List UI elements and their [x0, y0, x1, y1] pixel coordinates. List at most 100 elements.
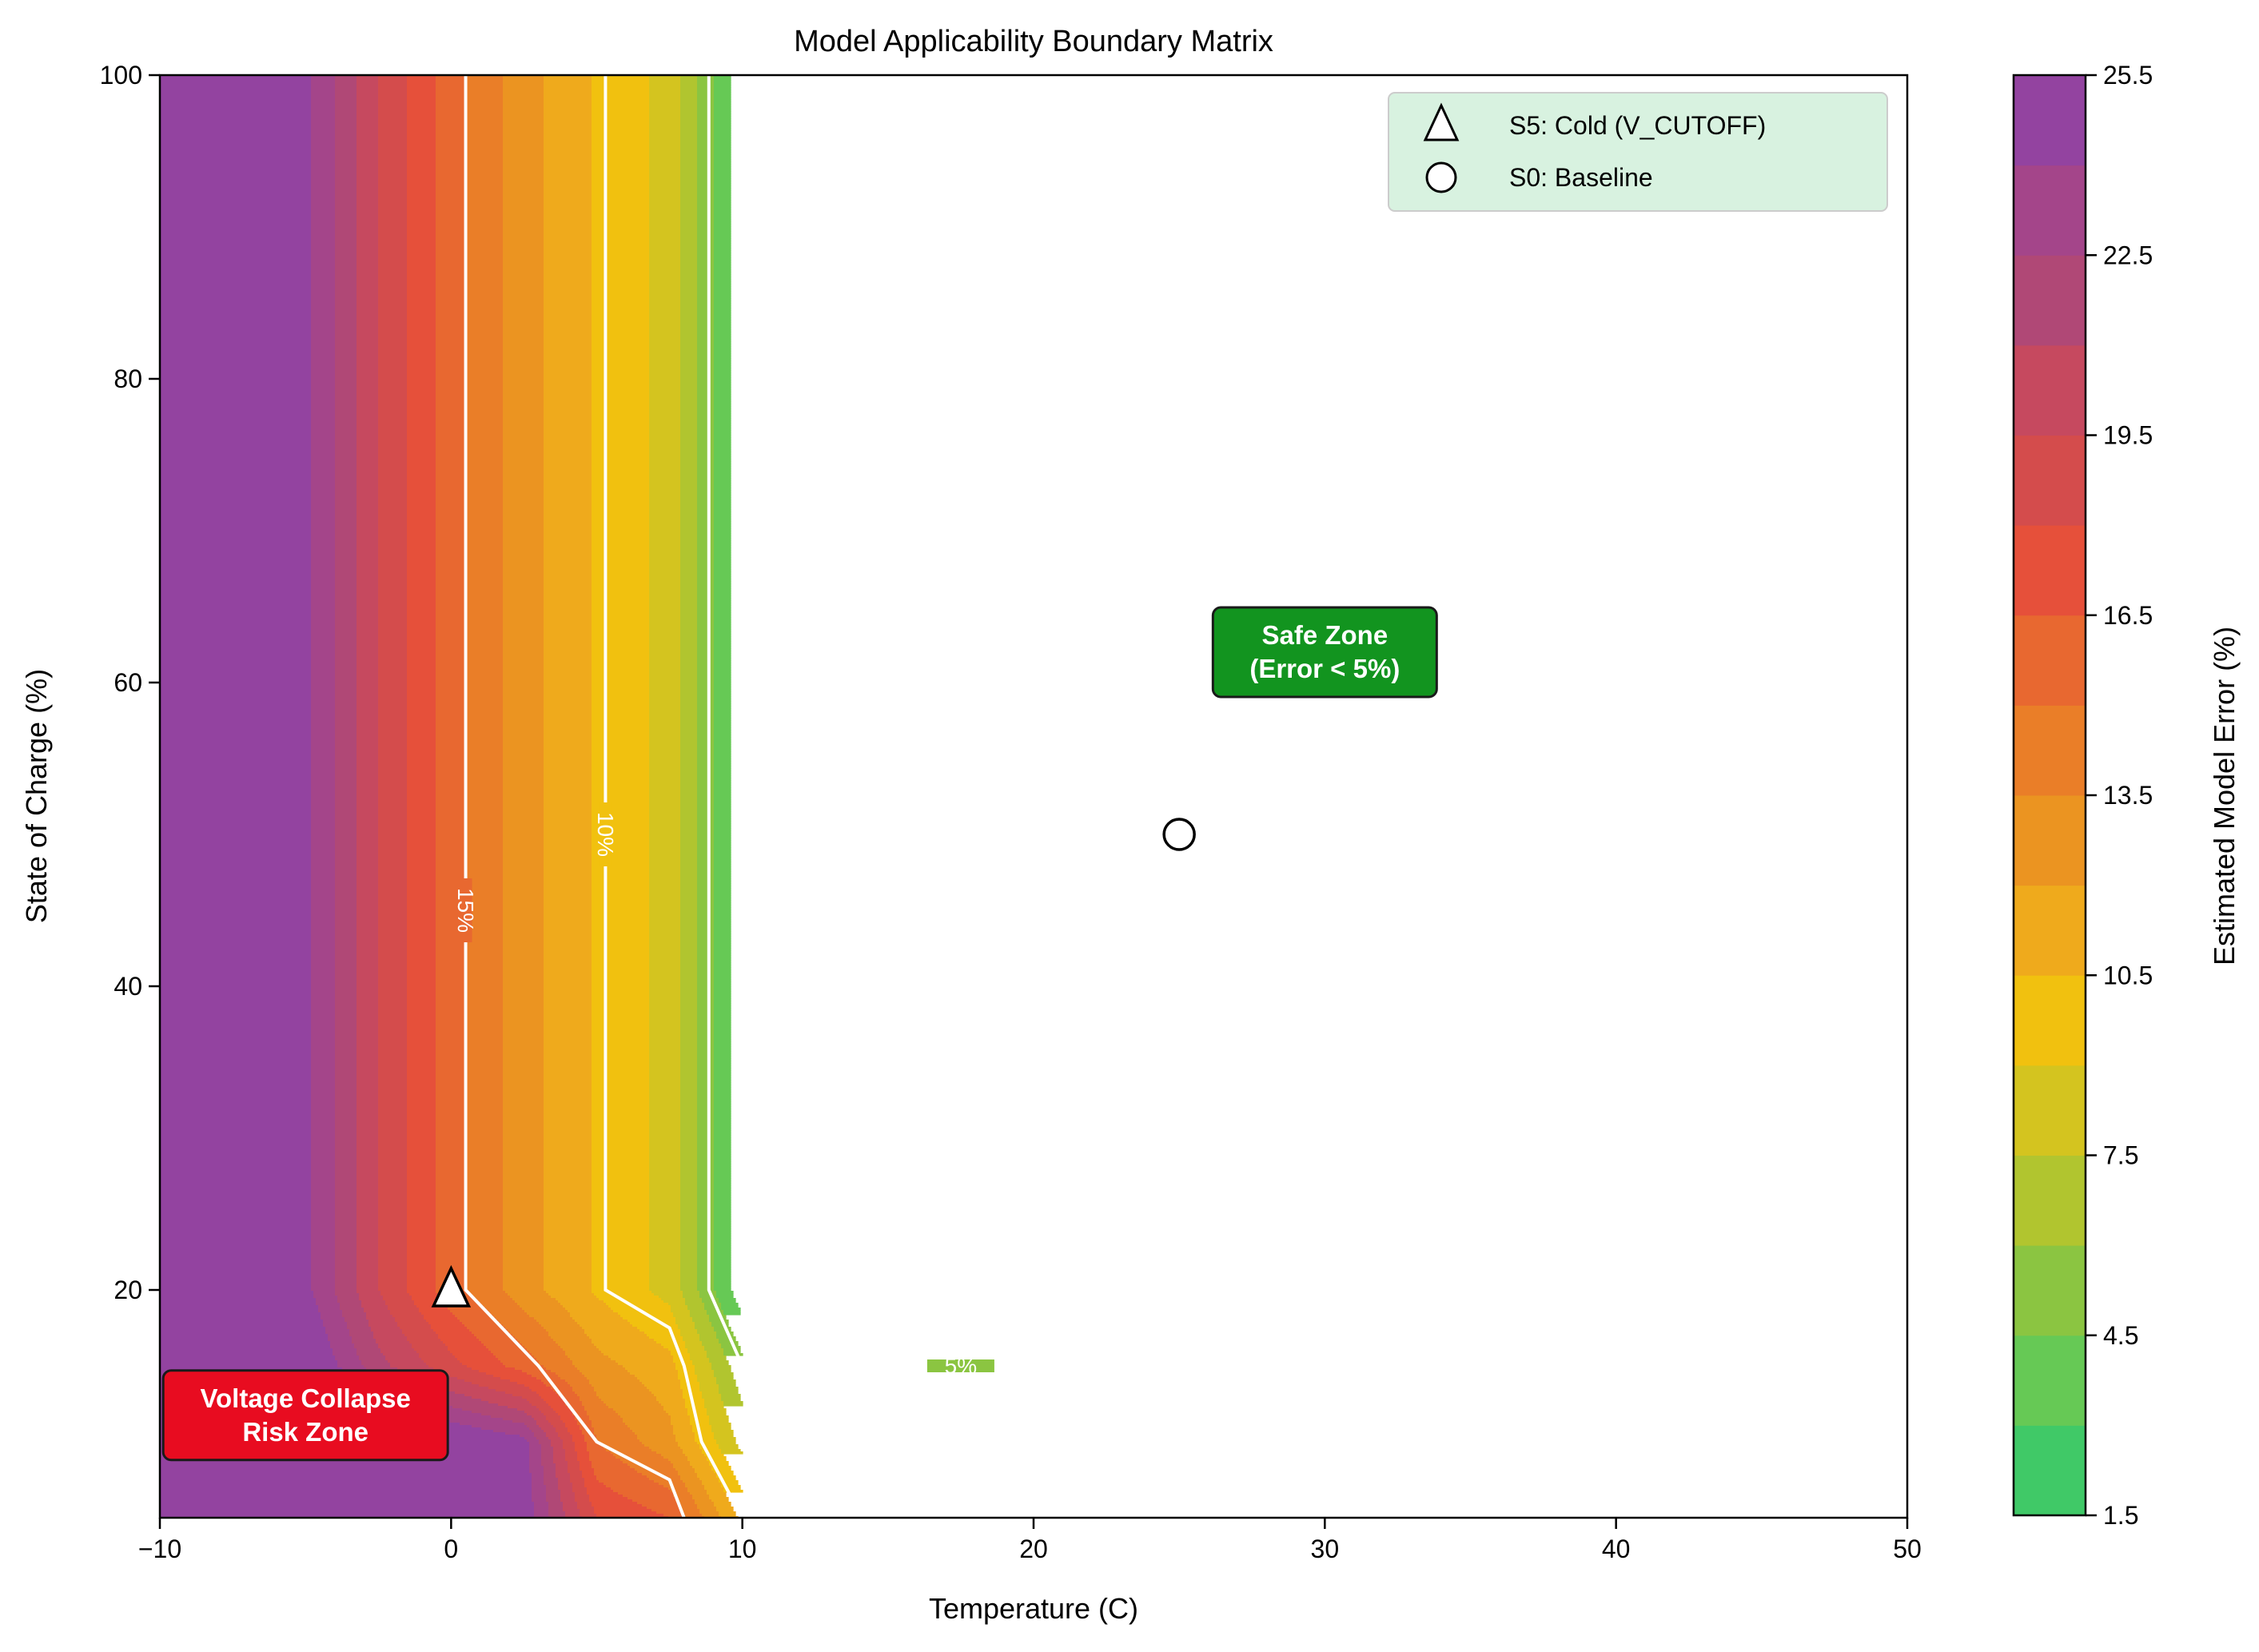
- contour-fill-segment: [436, 284, 468, 287]
- contour-fill-segment: [160, 404, 312, 407]
- contour-fill-segment: [544, 579, 592, 582]
- contour-fill-segment: [697, 526, 715, 529]
- contour-fill-segment: [160, 545, 312, 548]
- contour-fill-segment: [160, 557, 312, 560]
- contour-fill-segment: [311, 104, 336, 107]
- contour-fill-segment: [503, 500, 544, 503]
- contour-fill-segment: [335, 348, 357, 352]
- contour-fill-segment: [407, 305, 436, 309]
- contour-fill-segment: [160, 272, 312, 275]
- contour-fill-segment: [544, 154, 592, 157]
- contour-fill-segment: [378, 384, 408, 388]
- contour-fill-segment: [436, 351, 468, 354]
- contour-fill-segment: [335, 480, 357, 484]
- contour-fill-segment: [680, 233, 698, 237]
- contour-fill-segment: [592, 509, 650, 512]
- contour-fill-segment: [436, 348, 468, 352]
- contour-fill-segment: [592, 420, 650, 424]
- contour-fill-segment: [311, 492, 336, 496]
- contour-fill-segment: [697, 456, 715, 460]
- contour-fill-segment: [311, 181, 336, 184]
- contour-fill-segment: [680, 159, 698, 162]
- contour-fill-segment: [680, 221, 698, 225]
- contour-fill-segment: [503, 245, 544, 249]
- contour-fill-segment: [714, 281, 731, 285]
- contour-fill-segment: [714, 154, 731, 157]
- contour-fill-segment: [680, 128, 698, 131]
- contour-fill-segment: [697, 533, 715, 536]
- contour-fill-segment: [160, 428, 312, 431]
- contour-fill-segment: [407, 559, 436, 563]
- contour-fill-segment: [592, 416, 650, 419]
- contour-fill-segment: [649, 152, 681, 155]
- contour-fill-segment: [311, 111, 336, 114]
- contour-fill-segment: [503, 464, 544, 467]
- contour-fill-segment: [407, 145, 436, 148]
- contour-fill-segment: [436, 257, 468, 261]
- contour-fill-segment: [407, 241, 436, 244]
- contour-fill-segment: [335, 329, 357, 332]
- contour-fill-segment: [436, 545, 468, 548]
- contour-fill-segment: [649, 245, 681, 249]
- contour-fill-segment: [407, 301, 436, 304]
- contour-fill-segment: [436, 442, 468, 445]
- contour-fill-segment: [436, 152, 468, 155]
- contour-fill-segment: [714, 113, 731, 117]
- contour-fill-segment: [697, 466, 715, 469]
- contour-fill-segment: [714, 358, 731, 361]
- contour-fill-segment: [407, 423, 436, 426]
- contour-fill-segment: [378, 531, 408, 534]
- contour-fill-segment: [311, 497, 336, 500]
- contour-fill-segment: [714, 452, 731, 455]
- contour-fill-segment: [697, 440, 715, 443]
- contour-fill-segment: [592, 581, 650, 584]
- contour-fill-segment: [467, 118, 504, 121]
- contour-fill-segment: [407, 116, 436, 119]
- contour-fill-segment: [160, 80, 312, 83]
- contour-fill-segment: [714, 121, 731, 124]
- contour-fill-segment: [649, 130, 681, 133]
- contour-fill-segment: [544, 380, 592, 383]
- contour-fill-segment: [357, 557, 379, 560]
- contour-fill-segment: [407, 265, 436, 268]
- contour-fill-segment: [503, 360, 544, 364]
- contour-fill-segment: [160, 113, 312, 117]
- contour-fill-segment: [335, 583, 357, 587]
- contour-fill-segment: [649, 353, 681, 356]
- contour-fill-segment: [311, 564, 336, 567]
- contour-fill-segment: [357, 243, 379, 246]
- contour-fill-segment: [407, 571, 436, 575]
- contour-fill-segment: [544, 552, 592, 555]
- contour-fill-segment: [311, 545, 336, 548]
- contour-fill-segment: [160, 507, 312, 510]
- contour-fill-segment: [407, 449, 436, 452]
- contour-fill-segment: [544, 404, 592, 407]
- contour-fill-segment: [544, 293, 592, 297]
- contour-fill-segment: [697, 217, 715, 220]
- contour-fill-segment: [335, 360, 357, 364]
- contour-fill-segment: [467, 229, 504, 232]
- contour-fill-segment: [378, 113, 408, 117]
- contour-fill-segment: [467, 341, 504, 344]
- contour-fill-segment: [680, 576, 698, 579]
- contour-fill-segment: [436, 173, 468, 177]
- contour-fill-segment: [407, 272, 436, 275]
- contour-fill-segment: [544, 504, 592, 508]
- contour-fill-segment: [592, 80, 650, 83]
- contour-fill-segment: [407, 312, 436, 316]
- contour-fill-segment: [436, 384, 468, 388]
- contour-fill-segment: [714, 372, 731, 376]
- contour-fill-segment: [592, 284, 650, 287]
- contour-fill-segment: [592, 358, 650, 361]
- contour-fill-segment: [714, 75, 731, 78]
- contour-fill-segment: [378, 358, 408, 361]
- contour-fill-segment: [714, 480, 731, 484]
- contour-fill-segment: [680, 351, 698, 354]
- contour-fill-segment: [160, 106, 312, 109]
- contour-fill-segment: [378, 399, 408, 402]
- contour-fill-segment: [311, 516, 336, 519]
- contour-fill-segment: [544, 437, 592, 440]
- contour-fill-segment: [436, 334, 468, 337]
- contour-fill-segment: [378, 444, 408, 448]
- contour-fill-segment: [357, 387, 379, 390]
